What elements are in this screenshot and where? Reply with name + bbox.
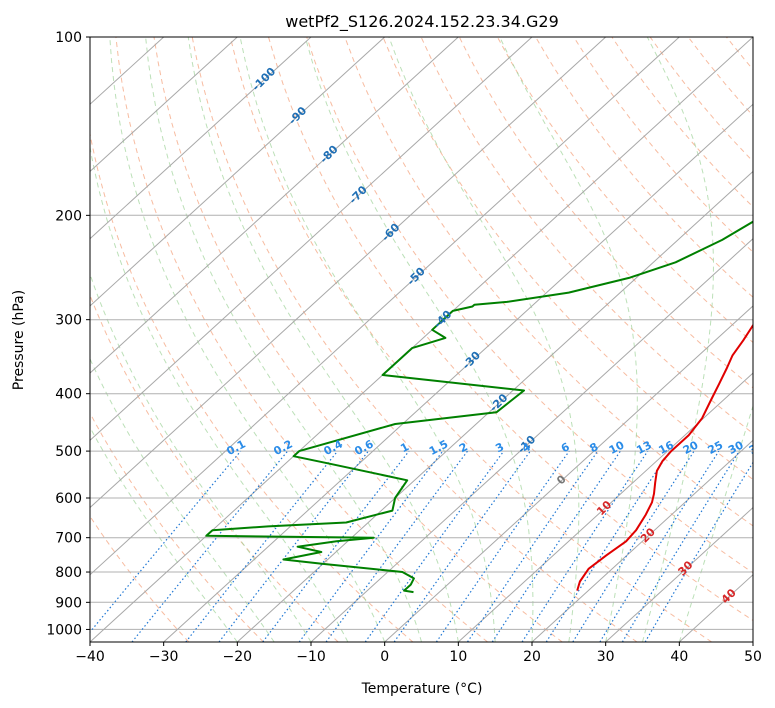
mixing-ratio-line (521, 450, 649, 642)
isotherm (457, 372, 753, 642)
x-tick-label: 20 (523, 649, 541, 665)
dry-adiabat (191, 37, 638, 642)
moist-adiabat (109, 37, 386, 642)
mixing-ratio-line (131, 450, 289, 642)
isotherm (605, 506, 753, 642)
y-tick-label: 900 (55, 595, 82, 611)
isotherm (90, 37, 386, 307)
mixing-ratio-label: 13 (634, 438, 654, 457)
x-tick-label: 10 (449, 649, 467, 665)
y-tick-label: 600 (55, 491, 82, 507)
isotherm (531, 439, 753, 642)
moist-adiabat (678, 404, 753, 642)
moist-adiabat (239, 37, 496, 642)
mixing-ratio-line (90, 450, 242, 633)
mixing-ratio-line (298, 450, 444, 642)
x-tick-label: 0 (380, 649, 389, 665)
dry-adiabat (90, 412, 264, 642)
mixing-ratio-label: 16 (656, 438, 676, 457)
mixing-ratio-line (466, 450, 599, 642)
x-tick-label: 50 (744, 649, 762, 665)
dry-adiabat (90, 515, 190, 642)
mixing-ratio-line (393, 450, 531, 642)
isotherm (90, 37, 753, 642)
mixing-ratio-line (325, 450, 468, 642)
pressure-gridlines (90, 37, 753, 630)
moist-adiabat (145, 37, 422, 642)
x-axis-label: Temperature (°C) (361, 681, 483, 697)
dry-adiabat (268, 37, 753, 622)
dry-adiabat (90, 293, 339, 642)
mixing-ratio-line (435, 450, 570, 642)
temperature-profile (576, 323, 753, 591)
y-tick-label: 500 (55, 444, 82, 460)
y-tick-label: 300 (55, 313, 82, 329)
x-tick-label: −30 (149, 649, 179, 665)
moist-adiabat (90, 144, 349, 642)
y-tick-label: 800 (55, 565, 82, 581)
x-tick-label: −10 (296, 649, 326, 665)
x-axis: −40 −30 −20 −10 0 10 20 30 40 50 (75, 642, 762, 665)
dry-adiabat (458, 37, 753, 389)
y-axis-label: Pressure (hPa) (11, 290, 27, 390)
mixing-ratio-line (364, 450, 505, 642)
isotherm (90, 37, 312, 240)
isotherm (90, 37, 533, 442)
x-tick-label: 40 (670, 649, 688, 665)
isotherm (90, 37, 459, 374)
chart-title: wetPf2_S126.2024.152.23.34.G29 (285, 12, 559, 32)
moist-adiabat (304, 37, 534, 642)
x-tick-label: −40 (75, 649, 105, 665)
isotherm (90, 37, 607, 509)
dry-adiabat (496, 37, 753, 344)
mixing-ratio-label: 25 (706, 438, 726, 457)
skewed-isotherms (90, 37, 753, 642)
moist-adiabat (90, 357, 275, 642)
x-tick-label: 30 (597, 649, 615, 665)
mixing-ratio-line (572, 450, 695, 642)
isotherm (384, 305, 753, 642)
dry-adiabat (153, 37, 563, 642)
x-tick-label: −20 (223, 649, 253, 665)
y-tick-label: 700 (55, 531, 82, 547)
mixing-ratio-line (262, 450, 410, 642)
isotherm (163, 103, 753, 642)
isotherm (310, 237, 753, 642)
moist-adiabat (90, 426, 238, 642)
y-tick-label: 100 (55, 30, 82, 46)
dewpoint-profile (205, 220, 753, 594)
dry-adiabat (115, 37, 488, 642)
mixing-ratio-line (621, 450, 740, 642)
profile-series (205, 220, 753, 594)
y-axis: 1000 900 800 700 600 500 400 300 200 100 (46, 30, 90, 638)
y-tick-label: 200 (55, 208, 82, 224)
mixing-ratio-line (185, 450, 339, 642)
y-tick-label: 1000 (46, 622, 82, 638)
moist-adiabat (388, 37, 580, 642)
mixing-ratio-line (491, 450, 621, 642)
dry-adiabat (306, 37, 753, 574)
mixing-ratio-label: 30 (726, 438, 746, 457)
y-tick-label: 400 (55, 387, 82, 403)
mixing-ratio-label: 20 (681, 438, 701, 457)
moist-adiabat (499, 37, 638, 642)
mixing-ratio-lines (90, 450, 753, 642)
isotherm (90, 37, 238, 173)
plot-frame (89, 36, 754, 643)
mixing-ratio-label: 36 (747, 438, 767, 457)
isotherm (90, 37, 680, 576)
mixing-ratio-label: 10 (607, 438, 627, 457)
moist-adiabat (90, 272, 312, 642)
